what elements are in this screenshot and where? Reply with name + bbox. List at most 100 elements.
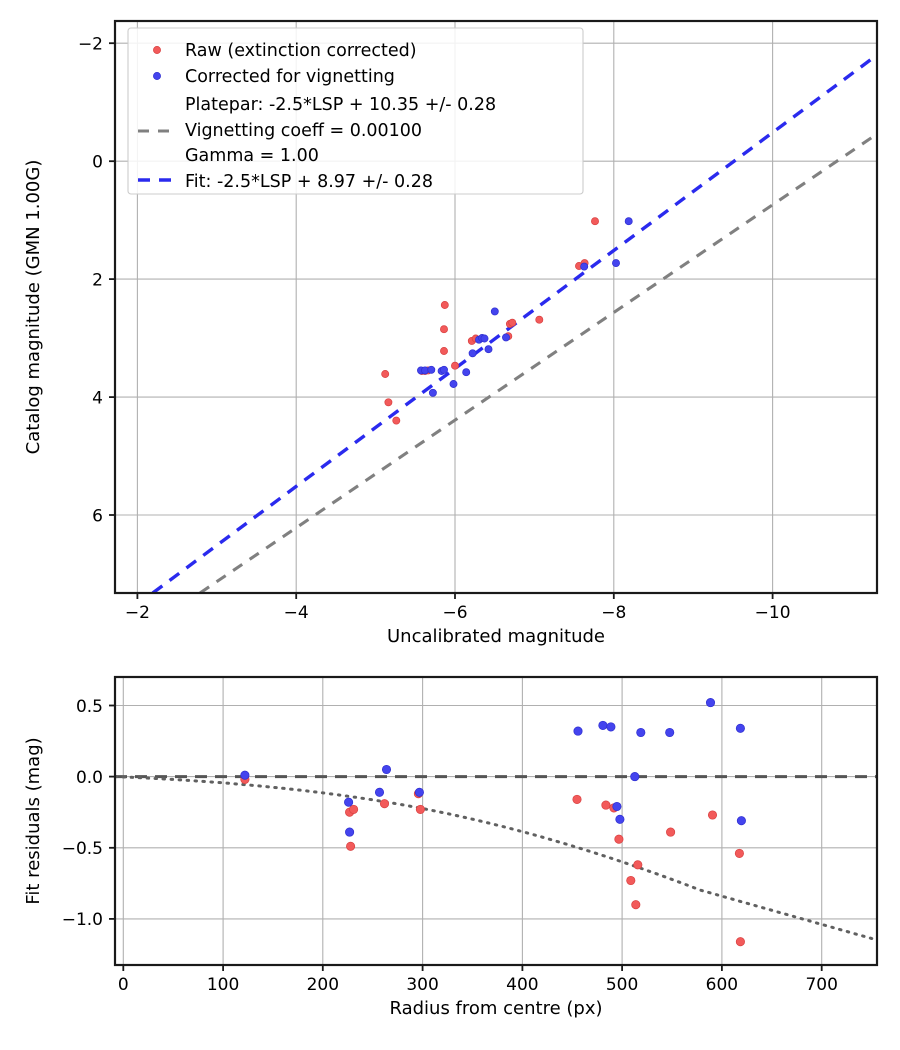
data-point-corrected-residual: [606, 722, 616, 732]
data-point-corrected: [480, 334, 489, 343]
data-point-raw: [384, 398, 393, 407]
x-tick-label: −10: [755, 603, 791, 623]
x-tick-label: −8: [601, 603, 626, 623]
data-point-raw: [440, 301, 449, 309]
grid-lines-bottom: [115, 677, 877, 965]
data-point-raw-residual: [379, 799, 390, 809]
data-point-corrected-residual: [665, 727, 675, 738]
data-point-corrected-residual: [414, 787, 424, 797]
x-tick-label: −4: [284, 603, 309, 623]
data-point-raw: [508, 318, 517, 327]
data-point-raw: [440, 325, 448, 334]
data-point-corrected: [502, 333, 510, 342]
x-tick-label: 300: [406, 975, 438, 995]
legend-label-platepar-line1: Platepar: -2.5*LSP + 10.35 +/- 0.28: [185, 95, 496, 115]
y-tick-label: 0.5: [76, 697, 103, 717]
data-point-corrected: [484, 345, 493, 354]
data-point-raw: [451, 361, 459, 370]
data-point-corrected: [490, 307, 499, 316]
data-point-raw: [381, 370, 390, 378]
data-point-corrected: [612, 259, 620, 268]
data-point-corrected: [440, 365, 448, 374]
y-axis-ticks-top: −2 0 2 4 6: [78, 35, 115, 526]
x-tick-label: 700: [805, 975, 837, 995]
data-point-corrected-residual: [636, 727, 646, 738]
data-point-raw-residual: [633, 860, 643, 870]
scatter-corrected-group: [417, 217, 633, 397]
data-point-corrected-residual: [240, 770, 250, 780]
x-tick-label: 100: [207, 975, 239, 995]
y-axis-label-bottom: Fit residuals (mag): [23, 737, 44, 904]
axes-frame-top: [113, 19, 879, 595]
y-tick-label: 4: [92, 388, 103, 408]
y-tick-label: 2: [92, 270, 103, 290]
data-point-corrected: [624, 217, 633, 226]
y-axis-ticks-bottom: 0.5 0.0 −0.5 −1.0: [62, 697, 115, 930]
x-tick-label: 500: [606, 975, 638, 995]
y-tick-label: −0.5: [62, 839, 103, 859]
data-point-corrected-residual: [612, 801, 622, 812]
data-point-corrected: [462, 368, 471, 377]
data-point-corrected-residual: [345, 827, 355, 837]
legend-marker-corrected-icon: [153, 72, 161, 80]
legend-label-platepar-line3: Gamma = 1.00: [185, 146, 319, 166]
y-tick-label: 6: [92, 506, 103, 526]
y-tick-label: −1.0: [62, 910, 103, 930]
data-point-corrected-residual: [374, 787, 385, 797]
data-point-raw: [392, 416, 401, 425]
data-point-corrected-residual: [615, 814, 625, 824]
data-point-raw-residual: [735, 937, 745, 947]
x-tick-label: −2: [125, 603, 150, 623]
x-axis-label-bottom: Radius from centre (px): [389, 998, 602, 1019]
vignetting-model-curve: [115, 775, 877, 942]
y-tick-label: −2: [78, 35, 103, 55]
data-point-raw: [591, 217, 599, 226]
data-point-raw-residual: [734, 848, 744, 858]
x-tick-label: 0: [118, 975, 129, 995]
axes-fit-residuals: 0 100 200 300 400 500 600 700 0.5 0.0 −0…: [23, 675, 879, 1019]
data-point-raw-residual: [415, 804, 425, 814]
data-point-corrected-residual: [705, 698, 716, 708]
data-point-corrected-residual: [736, 816, 746, 826]
data-point-corrected-residual: [344, 797, 354, 807]
data-point-raw-residual: [346, 841, 356, 851]
data-point-corrected-residual: [630, 772, 640, 782]
data-point-raw-residual: [707, 810, 718, 820]
data-point-raw: [440, 347, 448, 355]
legend-label-corrected: Corrected for vignetting: [185, 67, 395, 87]
data-point-corrected-residual: [573, 726, 583, 736]
data-point-corrected: [428, 388, 437, 397]
data-point-corrected: [580, 262, 589, 271]
legend-label-fit: Fit: -2.5*LSP + 8.97 +/- 0.28: [185, 172, 433, 192]
y-axis-label-top: Catalog magnitude (GMN 1.00G): [23, 160, 44, 455]
data-point-corrected-residual: [598, 720, 608, 730]
x-tick-label: 600: [706, 975, 738, 995]
axes-frame-bottom: [113, 675, 879, 967]
legend-label-raw: Raw (extinction corrected): [185, 41, 417, 61]
data-point-corrected: [449, 380, 458, 388]
legend-marker-raw-icon: [153, 46, 161, 54]
x-tick-label: 200: [307, 975, 339, 995]
axes-photometry-calibration: −2 −4 −6 −8 −10 −2 0 2 4 6 Uncalibrated …: [23, 19, 879, 647]
data-point-corrected: [427, 365, 436, 374]
data-point-corrected: [468, 349, 477, 358]
y-tick-label: 0: [92, 153, 103, 173]
data-point-corrected-residual: [381, 764, 392, 775]
data-point-raw: [535, 315, 544, 324]
x-tick-label: 400: [506, 975, 538, 995]
data-point-raw-residual: [572, 794, 582, 804]
data-point-corrected-residual: [735, 723, 745, 733]
x-tick-label: −6: [442, 603, 467, 623]
data-point-raw-residual: [601, 800, 611, 810]
y-tick-label: 0.0: [76, 768, 103, 788]
x-axis-ticks-top: −2 −4 −6 −8 −10: [125, 593, 791, 623]
legend-top: Raw (extinction corrected) Corrected for…: [127, 27, 584, 195]
x-axis-label-top: Uncalibrated magnitude: [387, 626, 605, 647]
legend-background: [127, 27, 584, 195]
data-point-raw-residual: [349, 804, 359, 814]
scatter-corrected-residuals-group: [240, 698, 746, 837]
data-point-raw-residual: [626, 875, 636, 886]
data-point-raw-residual: [614, 834, 624, 844]
